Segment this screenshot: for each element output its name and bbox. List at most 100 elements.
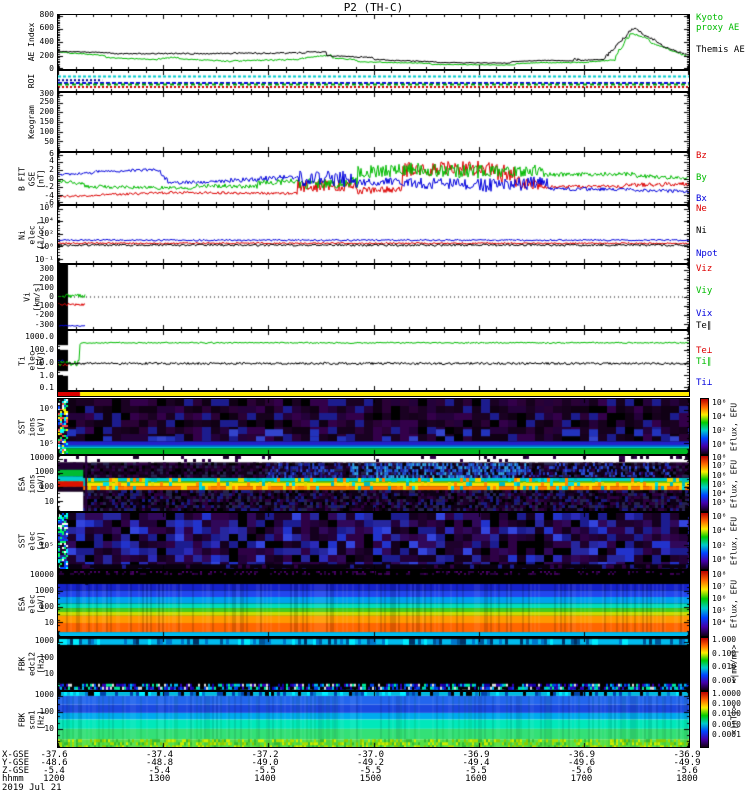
spectrogram-canvas-esa_ions [58,456,689,511]
colorbar-label-sst_elec-0: 10⁶ [712,511,727,521]
ytick-label-ti-0: 1000.0 [25,332,54,342]
ytick-label-vi-4: -100 [34,301,54,311]
ylabel-ti: Ti elec [eV] [17,350,46,371]
spectrogram-canvas-esa_elec [58,571,689,636]
ytick-label-esa_elec-1: 1000 [34,585,54,595]
line-canvas-ti [58,331,689,390]
panel-esa_elec [57,570,690,637]
ylabel-vi: Vi [km/s] [22,282,41,312]
footer-value: 1400 [254,774,276,784]
legend-ti-1: Te⊥ [696,346,713,357]
colorbar-label-esa_ions-3: 10⁵ [712,479,727,489]
date-label: 2019 Jul 21 [2,783,62,793]
ytick-label-ae-1: 600 [39,23,54,32]
colorbar-label-esa_elec-0: 10⁸ [712,569,727,579]
footer-value: -48.6 [40,758,68,768]
ytick-label-fbk_edc-0: 1000 [34,636,54,646]
ytick-label-ae-0: 800 [39,10,54,20]
ylabel-fbk_scm: FBK scm1 [Hz] [17,709,46,730]
line-canvas-bfit [58,153,689,204]
ytick-label-ti-1: 100.0 [29,345,54,355]
line-canvas-keogram [58,93,689,151]
colorbar-label-fbk_edc-1: 0.100 [712,648,737,658]
legend-ni-0: Ne [696,203,707,214]
colorbar-label-fbk_scm-1: 0.1000 [712,699,741,709]
legend-vi-2: Vix [696,308,713,319]
legend-bfit-0: Bz [696,151,707,162]
ytick-label-sst_ions-0: 10⁶ [39,404,54,414]
colorbar-fbk_scm [700,691,709,748]
ytick-label-esa_elec-2: 100 [39,601,54,611]
panel-esa_ions [57,455,690,512]
ytick-label-bfit-3: 0 [49,173,54,183]
footer-row-label-hhmm: hhmm [2,774,24,784]
colorbar-fbk_edc [700,637,709,691]
panel-sst_ions [57,398,690,455]
plot-title: P2 (TH-C) [343,1,404,14]
panel-fbk_scm [57,691,690,748]
footer-value: -37.0 [356,750,385,760]
ytick-label-vi-1: 200 [39,273,54,283]
ytick-label-ti-4: 0.1 [39,382,54,392]
footer-value: -37.6 [40,750,68,760]
colorbar-label-esa_ions-5: 10³ [712,497,727,507]
ytick-label-bfit-1: 4 [49,155,54,165]
footer-row-label-Y-GSE: Y-GSE [2,758,30,768]
ytick-label-ae-2: 400 [39,37,54,46]
legend-ti-0: Te∥ [696,320,712,331]
footer-value: -37.4 [145,750,174,760]
spectrogram-canvas-sst_ions [58,399,689,454]
footer-value: -36.9 [567,750,596,760]
colorbar-caption-esa_ions: Eflux, EFU [729,459,739,508]
spectrogram-canvas-fbk_scm [58,692,689,747]
colorbar-caption-esa_elec: Eflux, EFU [729,579,739,628]
ytick-label-fbk_scm-2: 10 [44,724,54,734]
ytick-label-ni-0: 10⁶ [39,202,54,212]
colorbar-label-esa_elec-3: 10⁵ [712,605,727,615]
ytick-label-fbk_edc-2: 10 [44,668,54,678]
ylabel-fbk_edc: FBK edc12 [Hz] [17,651,46,677]
ytick-label-bfit-4: -2 [44,182,54,192]
line-canvas-ae [58,15,689,69]
colorbar-caption-fbk_scm: <|nT|> [729,705,739,734]
ytick-label-ni-3: 10⁰ [39,241,54,251]
line-canvas-vi [58,265,689,329]
ytick-label-keogram-4: 100 [39,127,54,137]
footer-row-label-Z-GSE: Z-GSE [2,766,30,776]
colorbar-label-sst_elec-2: 10² [712,540,727,550]
colorbar-label-fbk_edc-2: 0.010 [712,662,737,672]
ytick-label-vi-5: -200 [34,310,54,320]
colorbar-caption-fbk_edc: <|mV/m|> [729,644,739,684]
footer-value: -5.6 [570,766,593,776]
colorbar-esa_ions [700,455,709,512]
spectrogram-canvas-fbk_edc [58,638,689,690]
ytick-label-bfit-6: -6 [44,198,54,208]
panel-keogram [57,92,690,152]
footer-value: 1700 [570,774,593,784]
footer-value: 1500 [359,774,382,784]
ytick-label-keogram-2: 200 [39,106,54,116]
colorbar-label-fbk_edc-3: 0.001 [712,675,737,685]
footer-value: -37.2 [251,750,279,760]
ylabel-keogram: Keogram [27,105,37,139]
ytick-label-bfit-0: 6 [49,148,54,158]
ytick-label-fbk_scm-0: 1000 [34,689,54,699]
ylabel-sst_elec: SST elec [eV] [17,531,46,551]
ylabel-esa_elec: ESA elec [eV] [17,593,46,614]
panel-ae [57,14,690,70]
colorbar-esa_elec [700,570,709,637]
ytick-label-ni-2: 10² [39,228,54,238]
footer-value: -36.9 [462,750,490,760]
ylabel-bfit: B FIT GSE [nT] [17,166,46,191]
ytick-label-esa_ions-0: 10000 [29,452,54,462]
ytick-label-ti-2: 10.0 [34,357,54,367]
footer-value: -5.4 [43,766,65,776]
ylabel-sst_ions: SST ions [eV] [17,416,46,437]
line-canvas-roi [58,71,689,91]
footer-value: -5.6 [676,766,698,776]
ytick-label-esa_elec-3: 10 [44,617,54,627]
colorbar-label-esa_ions-4: 10⁴ [712,488,727,498]
ytick-label-esa_ions-3: 10 [44,496,54,506]
colorbar-label-fbk_scm-0: 1.0000 [712,688,741,698]
colorbar-label-esa_elec-4: 10⁴ [712,617,727,627]
